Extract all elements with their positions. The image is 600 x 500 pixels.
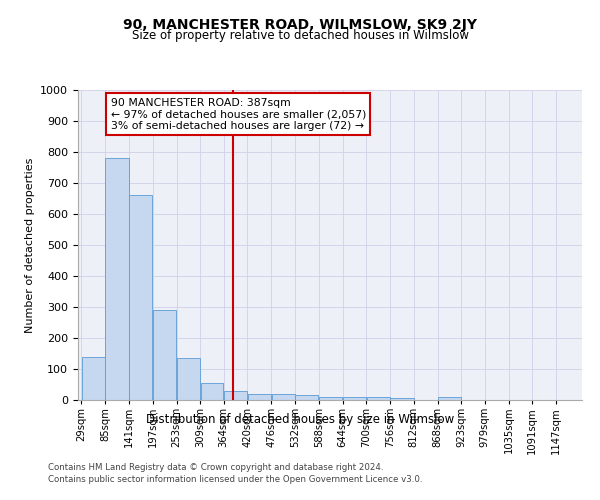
Bar: [200, 383, 223, 400]
Bar: [367, 397, 390, 400]
Bar: [248, 394, 271, 400]
Bar: [391, 398, 413, 400]
Bar: [82, 356, 105, 400]
Text: Size of property relative to detached houses in Wilmslow: Size of property relative to detached ho…: [131, 29, 469, 42]
Bar: [153, 310, 176, 400]
Text: Contains HM Land Registry data © Crown copyright and database right 2024.: Contains HM Land Registry data © Crown c…: [48, 464, 383, 472]
Bar: [319, 397, 342, 400]
Bar: [224, 390, 247, 400]
Bar: [106, 158, 128, 400]
Bar: [295, 396, 319, 400]
Bar: [438, 397, 461, 400]
Y-axis label: Number of detached properties: Number of detached properties: [25, 158, 35, 332]
Bar: [272, 394, 295, 400]
Text: Distribution of detached houses by size in Wilmslow: Distribution of detached houses by size …: [146, 412, 454, 426]
Text: 90 MANCHESTER ROAD: 387sqm
← 97% of detached houses are smaller (2,057)
3% of se: 90 MANCHESTER ROAD: 387sqm ← 97% of deta…: [111, 98, 366, 131]
Bar: [343, 397, 366, 400]
Text: 90, MANCHESTER ROAD, WILMSLOW, SK9 2JY: 90, MANCHESTER ROAD, WILMSLOW, SK9 2JY: [123, 18, 477, 32]
Text: Contains public sector information licensed under the Open Government Licence v3: Contains public sector information licen…: [48, 475, 422, 484]
Bar: [177, 358, 200, 400]
Bar: [129, 196, 152, 400]
